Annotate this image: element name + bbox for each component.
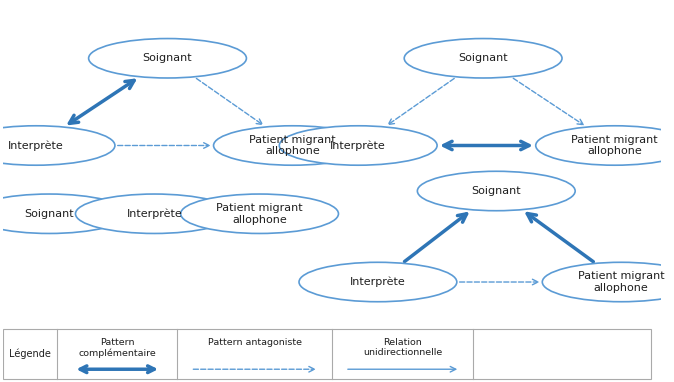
Text: Interprète: Interprète <box>127 209 182 219</box>
Text: Patient migrant
allophone: Patient migrant allophone <box>578 271 665 293</box>
Text: Soignant: Soignant <box>24 209 74 219</box>
Ellipse shape <box>299 262 457 302</box>
Text: Interprète: Interprète <box>350 277 406 287</box>
Ellipse shape <box>536 126 674 165</box>
Ellipse shape <box>404 39 562 78</box>
Text: Légende: Légende <box>9 349 51 359</box>
Ellipse shape <box>279 126 437 165</box>
Text: Soignant: Soignant <box>458 53 508 63</box>
FancyBboxPatch shape <box>3 329 651 379</box>
Ellipse shape <box>417 171 575 211</box>
Text: Relation
unidirectionnelle: Relation unidirectionnelle <box>363 338 442 357</box>
Ellipse shape <box>88 39 247 78</box>
Ellipse shape <box>0 194 128 233</box>
Text: Soignant: Soignant <box>471 186 521 196</box>
Text: Soignant: Soignant <box>143 53 192 63</box>
Text: Interprète: Interprète <box>8 140 64 151</box>
Ellipse shape <box>0 126 115 165</box>
Ellipse shape <box>214 126 371 165</box>
Ellipse shape <box>543 262 674 302</box>
Text: Interprète: Interprète <box>330 140 386 151</box>
Text: Patient migrant
allophone: Patient migrant allophone <box>572 135 658 156</box>
Text: Pattern antagoniste: Pattern antagoniste <box>208 338 302 347</box>
Ellipse shape <box>181 194 338 233</box>
Text: Patient migrant
allophone: Patient migrant allophone <box>249 135 336 156</box>
Text: Pattern
complémentaire: Pattern complémentaire <box>78 338 156 358</box>
Text: Patient migrant
allophone: Patient migrant allophone <box>216 203 303 225</box>
Ellipse shape <box>75 194 233 233</box>
